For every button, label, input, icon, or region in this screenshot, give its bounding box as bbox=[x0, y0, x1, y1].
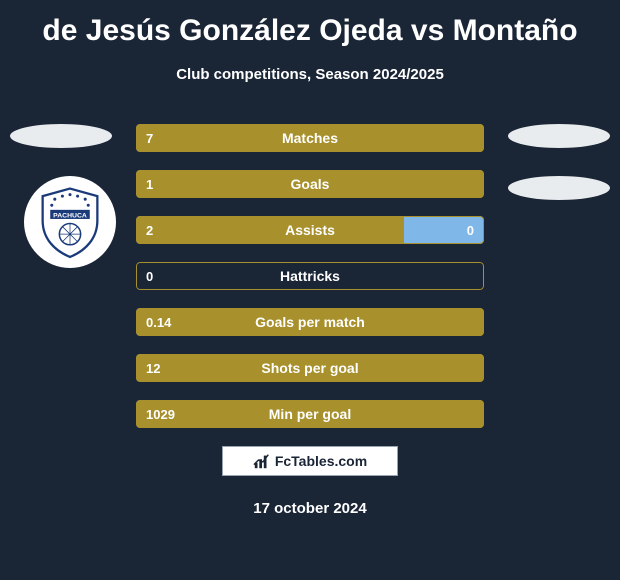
stat-row: 1 Goals bbox=[136, 170, 484, 198]
stats-rows: 7 Matches 1 Goals 2 Assists 0 0 Hattrick… bbox=[136, 124, 484, 446]
player2-value bbox=[464, 170, 484, 198]
date-label: 17 october 2024 bbox=[0, 500, 620, 517]
stat-row: 0 Hattricks bbox=[136, 262, 484, 290]
stat-label: Goals bbox=[136, 170, 484, 198]
stat-label: Min per goal bbox=[136, 400, 484, 428]
stat-row: 1029 Min per goal bbox=[136, 400, 484, 428]
player2-value bbox=[464, 124, 484, 152]
stat-row: 2 Assists 0 bbox=[136, 216, 484, 244]
player1-club-logo: PACHUCA bbox=[24, 176, 116, 268]
pachuca-shield-icon: PACHUCA bbox=[32, 184, 108, 260]
player2-value bbox=[464, 262, 484, 290]
stat-row: 7 Matches bbox=[136, 124, 484, 152]
player2-club-placeholder bbox=[508, 176, 610, 200]
player1-avatar-placeholder bbox=[10, 124, 112, 148]
subtitle: Club competitions, Season 2024/2025 bbox=[0, 66, 620, 83]
stat-label: Shots per goal bbox=[136, 354, 484, 382]
page-title: de Jesús González Ojeda vs Montaño bbox=[0, 0, 620, 48]
svg-text:PACHUCA: PACHUCA bbox=[53, 212, 87, 219]
bar-chart-icon bbox=[253, 452, 271, 470]
footer-brand-text: FcTables.com bbox=[275, 453, 367, 469]
stat-label: Assists bbox=[136, 216, 484, 244]
stat-row: 0.14 Goals per match bbox=[136, 308, 484, 336]
player2-value bbox=[464, 354, 484, 382]
player2-avatar-placeholder bbox=[508, 124, 610, 148]
stat-label: Matches bbox=[136, 124, 484, 152]
player2-value bbox=[464, 308, 484, 336]
stat-label: Goals per match bbox=[136, 308, 484, 336]
player2-value bbox=[464, 400, 484, 428]
stat-row: 12 Shots per goal bbox=[136, 354, 484, 382]
footer-brand: FcTables.com bbox=[222, 446, 398, 476]
player2-value: 0 bbox=[457, 216, 484, 244]
stat-label: Hattricks bbox=[136, 262, 484, 290]
